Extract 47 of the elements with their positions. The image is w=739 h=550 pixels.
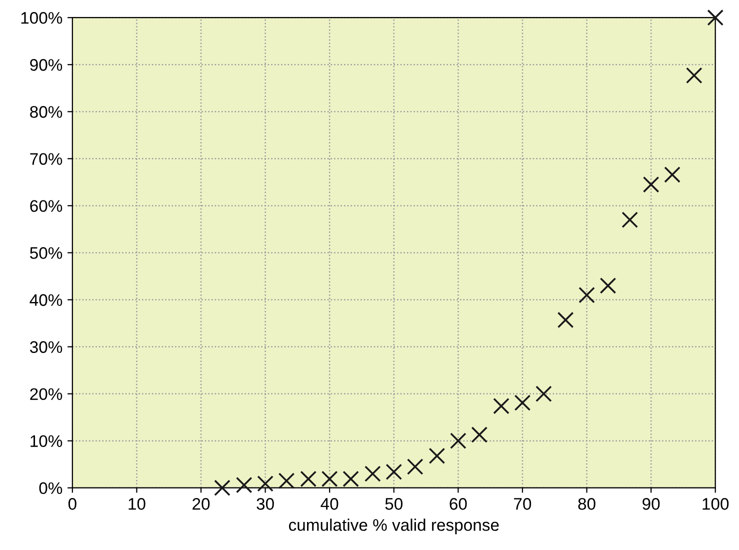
point (642, 176, 660, 193)
x-tick-label: 80 (578, 498, 596, 510)
x-tick-label: 0 (68, 498, 76, 510)
point (600, 277, 616, 294)
x-tick-label: 30 (256, 498, 274, 510)
y-tick-label: 90% (30, 59, 62, 71)
y-tick-label: 20% (30, 388, 62, 400)
point (707, 9, 724, 26)
point (342, 470, 359, 488)
y-tick-label: 40% (30, 294, 62, 306)
y-tick-label: 70% (30, 153, 62, 165)
x-tick-label: 90 (642, 498, 660, 510)
point (300, 470, 317, 488)
y-tick-label: 0% (39, 482, 62, 494)
point (471, 426, 488, 443)
y-tick-label: 100% (21, 12, 62, 24)
y-tick-label: 60% (30, 200, 62, 212)
point (406, 458, 424, 475)
point (493, 398, 510, 414)
point (557, 312, 574, 328)
point (321, 470, 338, 488)
point (214, 480, 230, 496)
point (536, 386, 552, 402)
point (236, 476, 252, 494)
x-tick-label: 40 (320, 498, 338, 510)
x-tick-label: 100 (702, 498, 729, 510)
y-tick-label: 80% (30, 106, 62, 118)
point (450, 432, 466, 450)
x-axis-title: cumulative % valid response (288, 518, 499, 534)
point (664, 166, 680, 183)
point (257, 475, 274, 492)
x-tick-label: 70 (514, 498, 532, 510)
point (686, 67, 702, 84)
y-tick-label: 10% (30, 435, 62, 448)
point (364, 466, 381, 482)
x-tick-label: 50 (385, 498, 403, 510)
x-tick-label: 10 (128, 498, 146, 510)
y-tick-label: 50% (30, 247, 62, 259)
point (578, 286, 595, 304)
y-tick-label: 30% (30, 341, 62, 353)
x-tick-label: 60 (450, 498, 467, 510)
point (428, 448, 446, 464)
point (386, 464, 402, 480)
x-tick-label: 20 (192, 498, 210, 510)
point (514, 394, 531, 411)
point (622, 212, 638, 228)
point (278, 472, 295, 489)
